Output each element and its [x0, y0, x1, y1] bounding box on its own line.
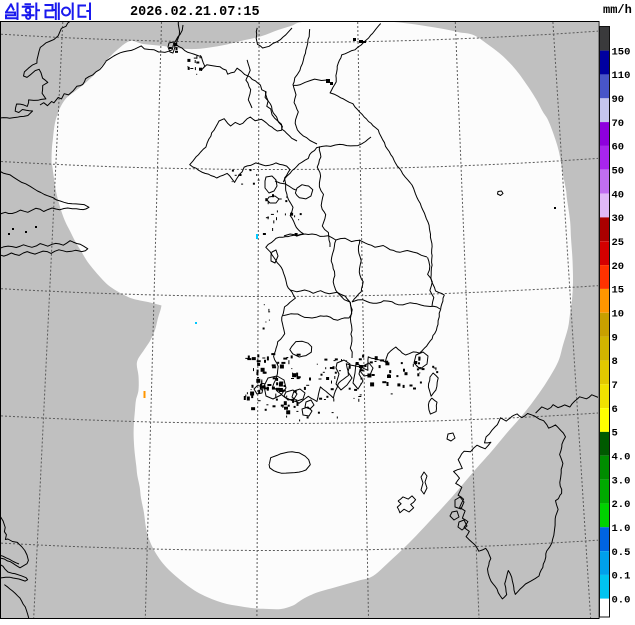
- svg-text:0.5: 0.5: [612, 547, 631, 559]
- svg-text:9: 9: [612, 332, 618, 344]
- svg-text:3.0: 3.0: [612, 475, 631, 487]
- svg-text:110: 110: [612, 70, 631, 82]
- svg-text:1.0: 1.0: [612, 523, 631, 535]
- svg-text:10: 10: [612, 309, 625, 321]
- svg-text:4.0: 4.0: [612, 451, 631, 463]
- svg-text:150: 150: [612, 46, 631, 58]
- svg-text:30: 30: [612, 213, 625, 225]
- svg-text:7: 7: [612, 380, 618, 392]
- svg-text:6: 6: [612, 404, 618, 416]
- svg-text:70: 70: [612, 118, 625, 130]
- svg-text:2.0: 2.0: [612, 499, 631, 511]
- svg-text:60: 60: [612, 142, 625, 154]
- svg-text:5: 5: [612, 428, 618, 440]
- svg-text:0.0: 0.0: [612, 594, 631, 606]
- svg-text:90: 90: [612, 94, 625, 106]
- svg-text:0.1: 0.1: [612, 571, 631, 583]
- svg-text:50: 50: [612, 166, 625, 178]
- svg-text:40: 40: [612, 189, 625, 201]
- svg-text:mm/h: mm/h: [603, 3, 632, 17]
- svg-text:25: 25: [612, 237, 625, 249]
- svg-text:8: 8: [612, 356, 618, 368]
- svg-text:20: 20: [612, 261, 625, 273]
- svg-text:15: 15: [612, 285, 625, 297]
- svg-text:2026.02.21.07:15: 2026.02.21.07:15: [130, 5, 260, 20]
